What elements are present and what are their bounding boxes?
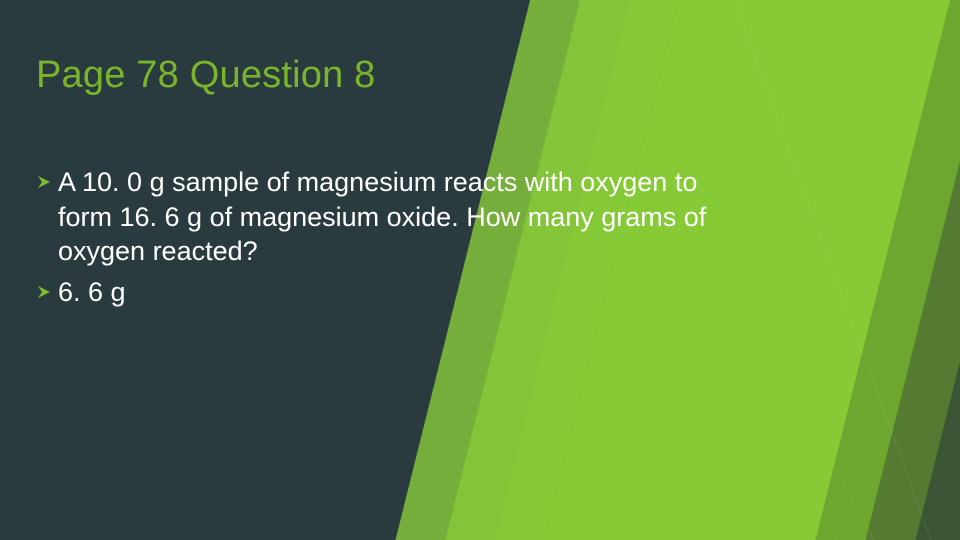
bullet-text: 6. 6 g <box>58 275 126 310</box>
bullet-marker-icon <box>36 284 52 300</box>
bullet-item: 6. 6 g <box>36 275 716 310</box>
slide-title: Page 78 Question 8 <box>36 54 716 97</box>
slide-content: Page 78 Question 8 A 10. 0 g sample of m… <box>36 54 716 315</box>
slide: Page 78 Question 8 A 10. 0 g sample of m… <box>0 0 960 540</box>
slide-body: A 10. 0 g sample of magnesium reacts wit… <box>36 165 716 309</box>
bullet-item: A 10. 0 g sample of magnesium reacts wit… <box>36 165 716 269</box>
bullet-marker-icon <box>36 174 52 190</box>
bullet-text: A 10. 0 g sample of magnesium reacts wit… <box>58 165 716 269</box>
